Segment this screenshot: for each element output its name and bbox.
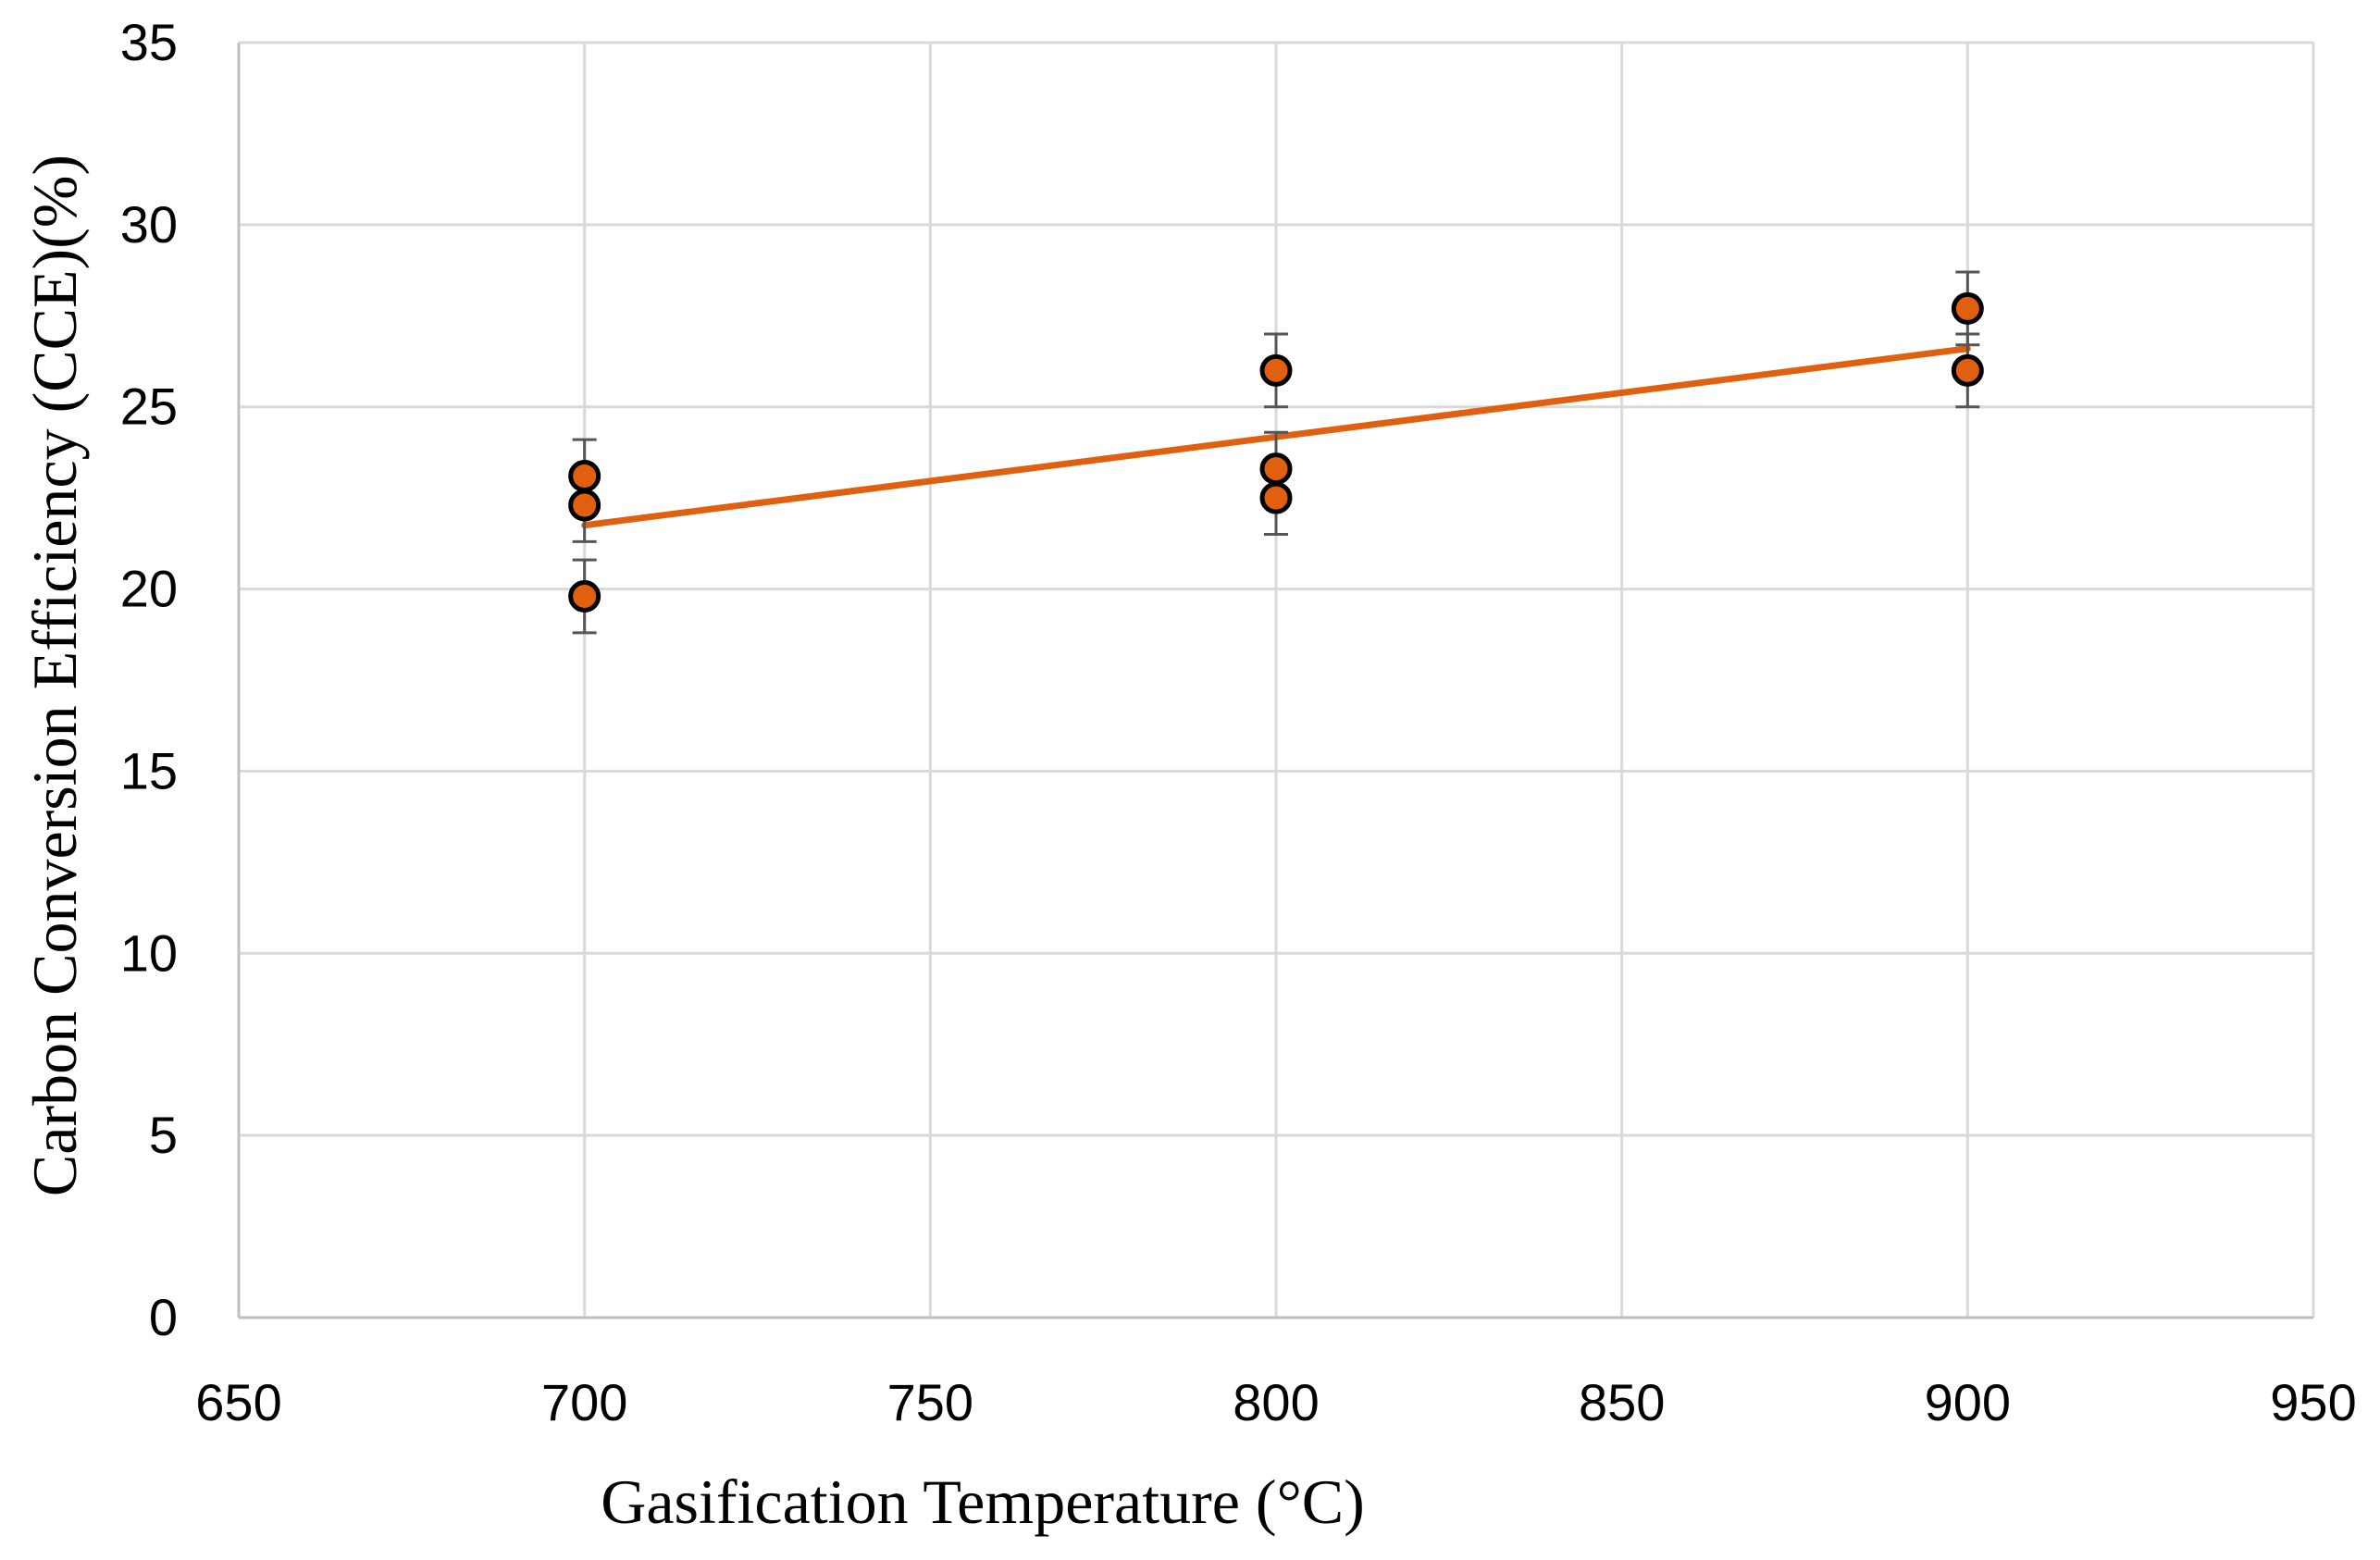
x-tick-labels: 650 700 750 800 850 900 950 — [195, 1373, 2356, 1431]
y-tick-label: 5 — [149, 1106, 178, 1164]
y-tick-label: 30 — [120, 195, 178, 254]
data-point — [1951, 291, 1984, 325]
y-tick-label: 25 — [120, 378, 178, 436]
data-point — [568, 579, 601, 613]
x-tick-label: 650 — [195, 1373, 281, 1431]
data-point — [1259, 353, 1293, 387]
data-point — [568, 489, 601, 522]
x-tick-label: 950 — [2270, 1373, 2356, 1431]
y-tick-label: 0 — [149, 1288, 178, 1346]
y-tick-label: 35 — [120, 13, 178, 71]
x-tick-label: 750 — [887, 1373, 973, 1431]
data-point — [1259, 452, 1293, 486]
y-tick-labels: 0 5 10 15 20 25 30 35 — [120, 13, 178, 1346]
axes — [237, 43, 2313, 1319]
data-point — [1259, 481, 1293, 514]
y-tick-label: 10 — [120, 923, 178, 982]
x-axis-title: Gasification Temperature (°C) — [601, 1467, 1365, 1537]
x-tick-label: 800 — [1233, 1373, 1319, 1431]
x-tick-label: 850 — [1579, 1373, 1665, 1431]
y-axis-title: Carbon Conversion Efficiency (CCE)(%) — [19, 155, 90, 1196]
y-tick-label: 20 — [120, 560, 178, 618]
x-tick-label: 900 — [1925, 1373, 2011, 1431]
y-tick-label: 15 — [120, 741, 178, 799]
x-tick-label: 700 — [541, 1373, 627, 1431]
data-point — [1951, 353, 1984, 387]
data-points — [568, 291, 1984, 613]
data-point — [568, 460, 601, 493]
